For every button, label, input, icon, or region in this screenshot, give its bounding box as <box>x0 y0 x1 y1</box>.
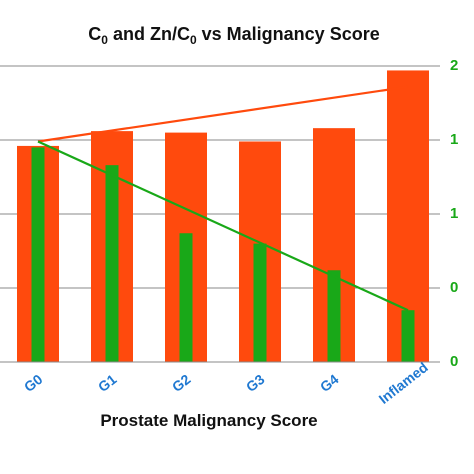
zn-c0-bar <box>327 270 341 362</box>
x-tick-label: G4 <box>317 371 342 395</box>
x-tick-label: G3 <box>243 371 268 395</box>
c0-trendline <box>37 85 409 143</box>
zn-c0-bar <box>401 310 415 362</box>
chart-title: C0 and Zn/C0 vs Malignancy Score <box>88 24 379 47</box>
x-tick-label: G1 <box>95 371 120 395</box>
zn-c0-bars <box>31 147 415 362</box>
x-tick-labels: G0 G1 G2 G3 G4 Inflamed <box>21 359 431 407</box>
zn-c0-bar <box>105 165 119 362</box>
right-tick-label: 1 <box>450 205 458 222</box>
zn-c0-trendline <box>37 140 409 312</box>
title-text: and Zn/C <box>108 24 190 44</box>
right-tick-label: 2 <box>450 57 458 74</box>
title-text: C <box>88 24 101 44</box>
x-tick-label: Inflamed <box>376 359 431 407</box>
zn-c0-bar <box>31 147 45 362</box>
right-tick-label: 0 <box>450 279 458 296</box>
right-axis-tick-labels: 0 0 1 1 2 <box>450 57 458 370</box>
title-subscript: 0 <box>101 33 108 47</box>
x-tick-label: G2 <box>169 371 194 395</box>
title-subscript: 0 <box>190 33 197 47</box>
gridlines <box>0 65 440 289</box>
zn-c0-bar <box>253 243 267 362</box>
right-tick-label: 1 <box>450 131 458 148</box>
title-text: vs Malignancy Score <box>197 24 380 44</box>
zn-c0-bar <box>179 233 193 362</box>
x-tick-label: G0 <box>21 371 46 395</box>
trendlines <box>37 85 409 312</box>
right-tick-label: 0 <box>450 353 458 370</box>
x-axis-title: Prostate Malignancy Score <box>100 411 317 430</box>
